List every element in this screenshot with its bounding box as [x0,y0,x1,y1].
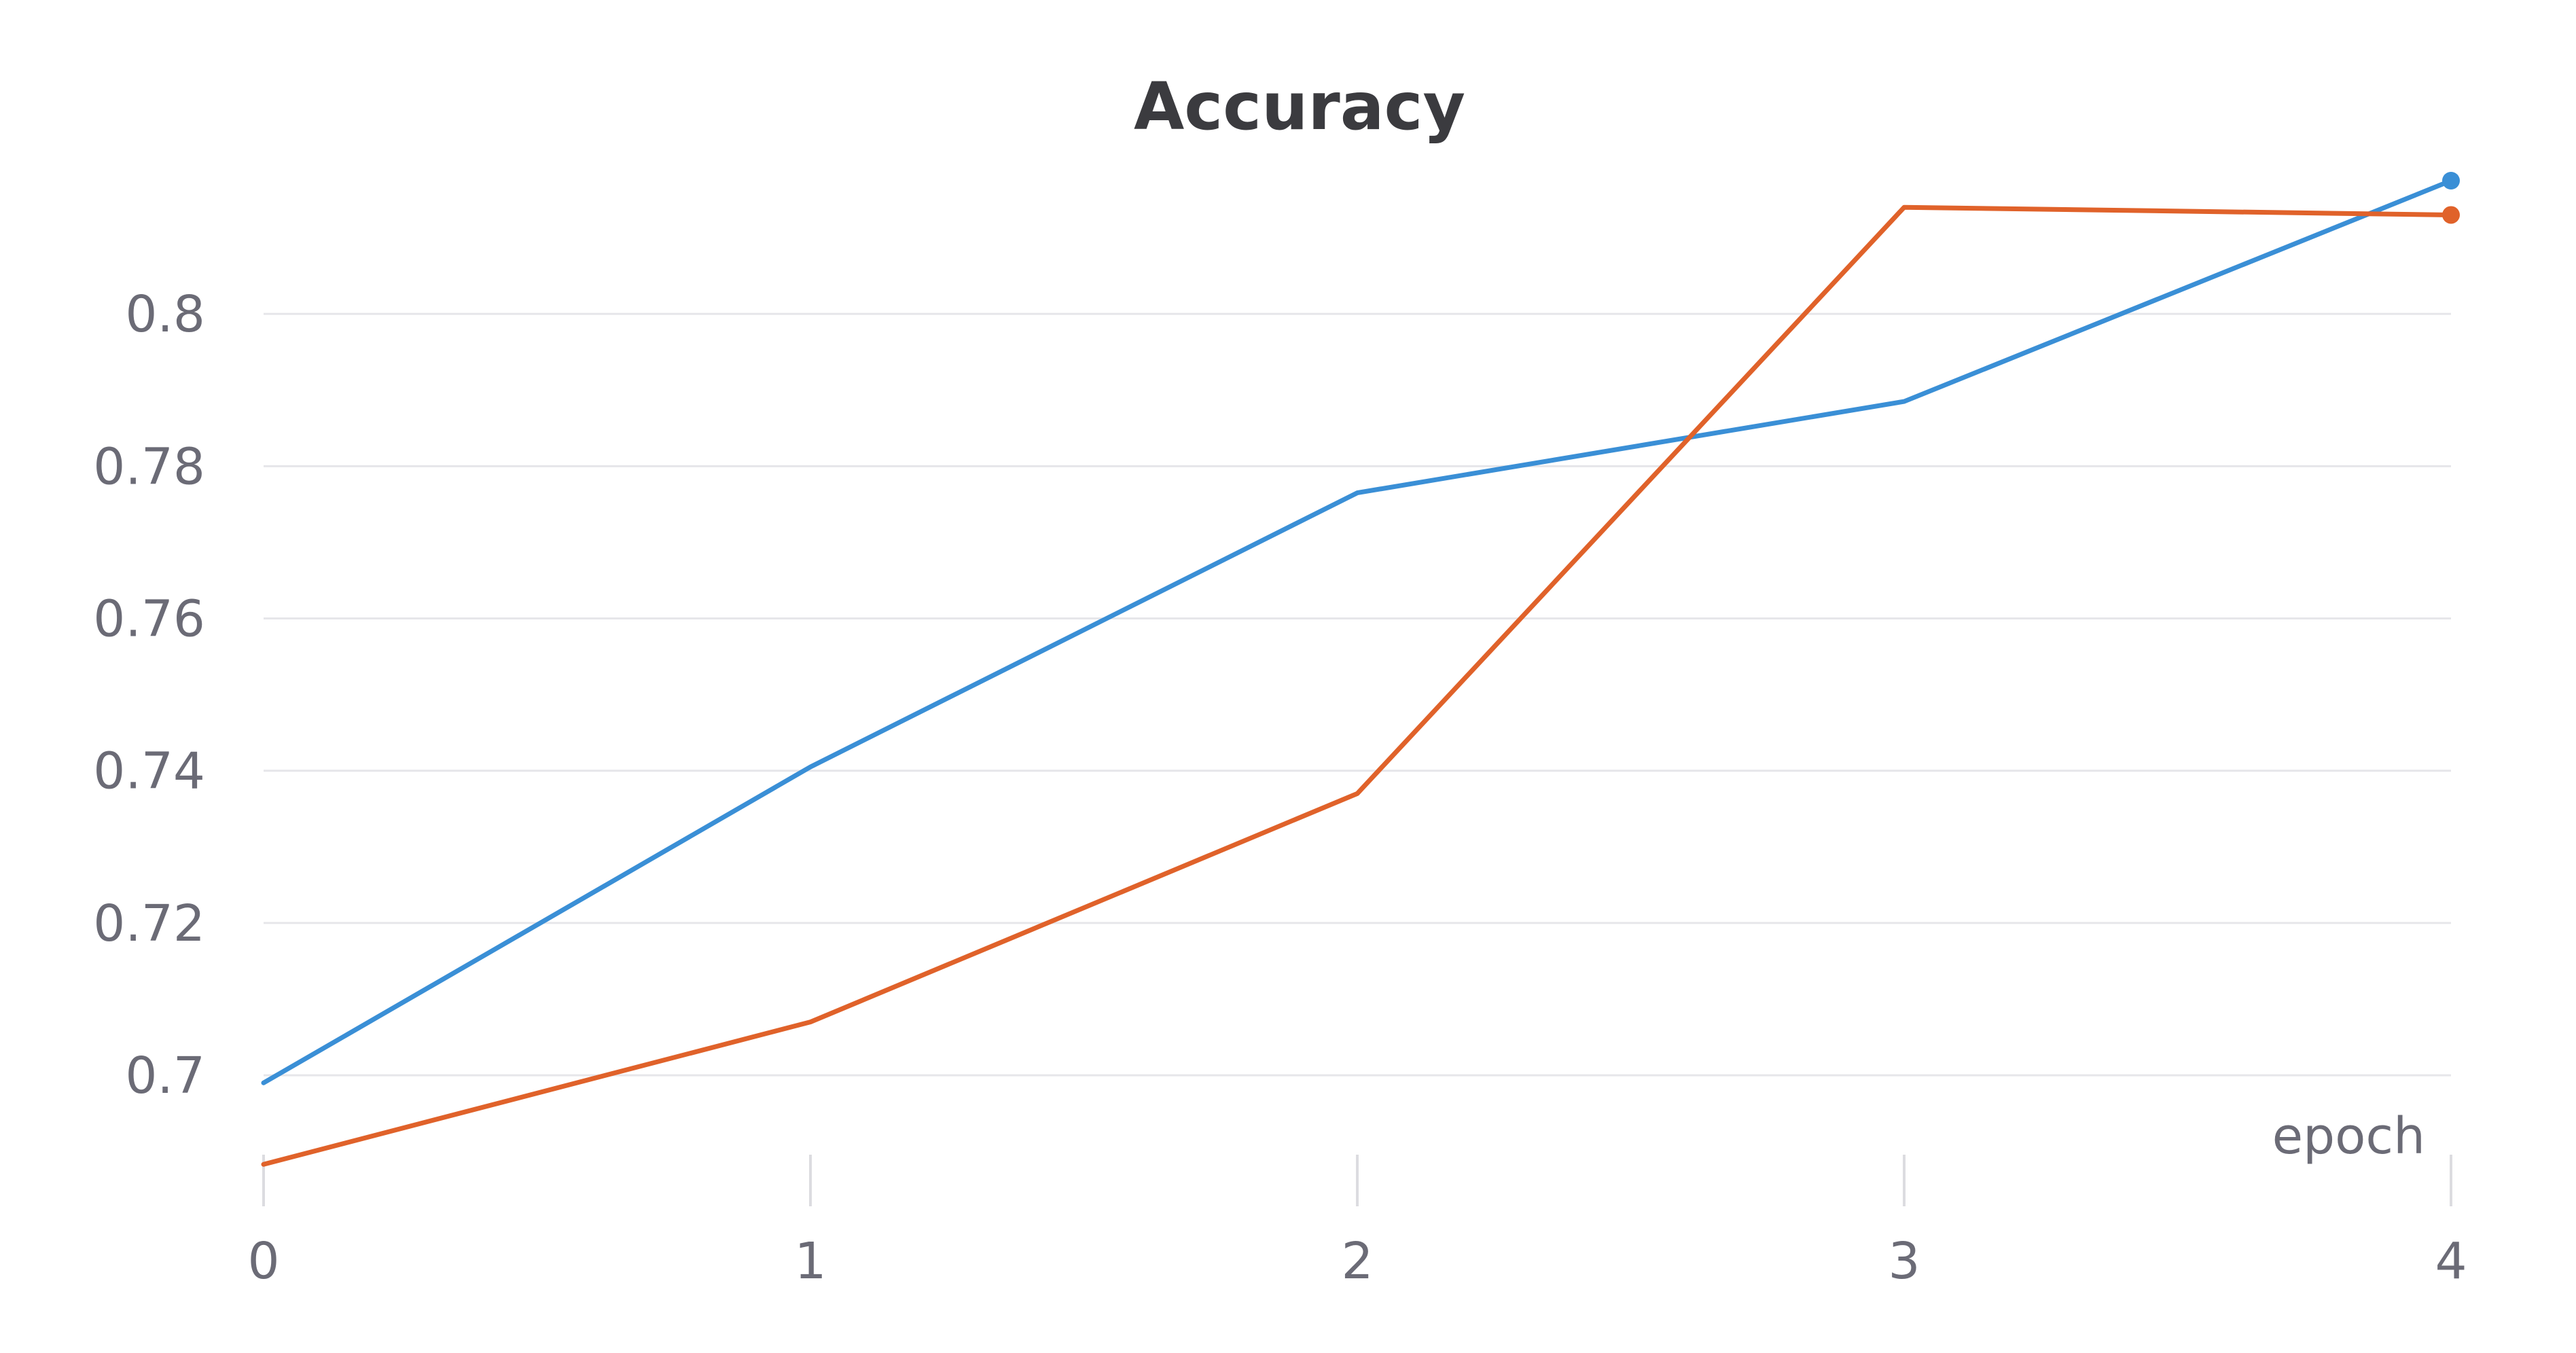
series-end-marker-1 [2442,206,2460,224]
y-tick-label-0: 0.7 [125,1047,205,1105]
y-tick-label-1: 0.72 [93,895,205,953]
y-tick-label-2: 0.74 [93,742,205,801]
x-tick-label-2: 2 [1341,1232,1373,1291]
y-tick-label-5: 0.8 [125,285,205,344]
series-line-1 [261,204,2454,1167]
x-tick-label-4: 4 [2435,1232,2467,1291]
x-tick-label-1: 1 [794,1232,826,1291]
series-lines [261,172,2460,1167]
x-tick-label-3: 3 [1888,1232,1920,1291]
x-axis-label: epoch [2272,1107,2425,1166]
y-tick-label-3: 0.76 [93,590,205,649]
series-line-0 [261,178,2454,1085]
chart-title: Accuracy [1134,69,1465,145]
y-tick-label-4: 0.78 [93,437,205,496]
x-axis-ticks: 0 1 2 3 4 [247,1155,2467,1291]
y-axis-ticks: 0.7 0.72 0.74 0.76 0.78 0.8 [93,285,205,1105]
gridlines [264,312,2451,1077]
x-tick-label-0: 0 [247,1232,279,1291]
series-end-marker-0 [2442,172,2460,190]
